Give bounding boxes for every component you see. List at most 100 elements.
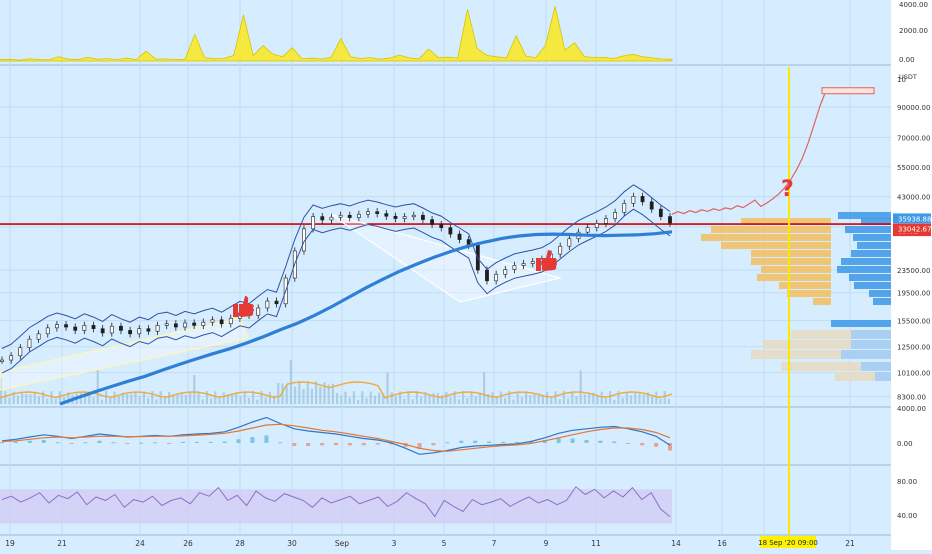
macd-histogram-bar	[375, 443, 380, 445]
volume-bar	[390, 392, 393, 404]
volume-bar	[155, 399, 158, 404]
candle-body	[228, 317, 233, 325]
volume-bar	[487, 394, 490, 404]
volume-bar	[466, 398, 469, 404]
volume-profile-bar	[761, 266, 831, 273]
volume-bar	[172, 395, 175, 404]
x-tick-label: 16	[717, 539, 727, 548]
volume-bar	[298, 381, 301, 404]
price-tick-label: 43000.00	[897, 194, 930, 202]
x-tick-label: 14	[671, 539, 681, 548]
long-moving-average	[59, 230, 673, 406]
macd-histogram-bar	[654, 443, 659, 447]
volume-bar	[625, 391, 628, 404]
macd-histogram-bar	[417, 443, 422, 449]
unit-label: USDT	[899, 73, 917, 81]
x-tick-label: 7	[492, 539, 497, 548]
volume-bar	[105, 391, 108, 404]
rsi-band	[0, 489, 672, 524]
x-tick-label: 26	[183, 539, 193, 548]
volume-bar	[260, 391, 263, 404]
volume-bar	[226, 394, 229, 404]
volume-profile-bar	[711, 226, 831, 233]
volume-profile-bar	[853, 234, 891, 241]
volume-bar	[638, 393, 641, 404]
volume-bar	[134, 392, 137, 404]
candle-body	[594, 223, 599, 229]
volume-profile-bar	[845, 226, 891, 233]
price-tick-label: 23500.00	[897, 267, 930, 275]
volume-bar	[42, 391, 45, 404]
volume-bar	[340, 395, 343, 404]
volume-bar	[210, 398, 213, 404]
volume-bar	[289, 360, 292, 404]
volume-bar	[617, 391, 620, 404]
volume-profile-bar	[813, 298, 831, 305]
volume-bar	[651, 396, 654, 404]
candle-body	[393, 215, 398, 219]
candle-body	[567, 238, 572, 247]
volume-bar	[583, 394, 586, 404]
volume-bar	[424, 392, 427, 404]
volume-bar	[365, 397, 368, 404]
macd-histogram-bar	[264, 435, 269, 443]
volume-bar	[79, 393, 82, 404]
volume-bar	[491, 392, 494, 404]
volume-bar	[630, 395, 633, 404]
x-tick-label: 30	[287, 539, 297, 548]
macd-histogram-bar	[542, 440, 547, 443]
volume-bar	[0, 378, 3, 404]
candle-body	[9, 355, 14, 361]
candle-body	[485, 269, 489, 282]
volume-bar	[189, 391, 192, 404]
candle-body	[347, 214, 352, 218]
x-tick-label: 3	[392, 539, 397, 548]
macd-histogram-bar	[278, 442, 283, 444]
volume-bar	[180, 393, 183, 404]
volume-profile-bar	[835, 372, 875, 381]
volume-bar	[579, 370, 582, 404]
question-mark-icon: ?	[781, 177, 794, 202]
bollinger-lower	[1, 208, 671, 374]
volume-bar	[4, 391, 7, 404]
volume-bar	[399, 391, 402, 404]
top-volume-panel	[0, 6, 673, 62]
price-badge-label: 35938.88	[898, 215, 931, 223]
volume-bar	[394, 396, 397, 404]
macd-histogram-bar	[194, 441, 199, 443]
volume-bar	[294, 386, 297, 404]
macd-histogram-bar	[487, 441, 492, 443]
volume-bar	[436, 393, 439, 404]
candle-body	[649, 201, 654, 210]
macd-histogram-bar	[41, 440, 46, 443]
volume-tick-label: 4000.00	[899, 1, 928, 9]
volume-bar	[357, 399, 360, 404]
candle-body	[18, 347, 23, 357]
rsi-panel	[0, 486, 672, 524]
candle-body	[137, 328, 142, 335]
macd-histogram-bar	[320, 443, 325, 446]
volume-bar	[197, 391, 200, 404]
candle-body	[173, 323, 178, 328]
volume-bar	[567, 398, 570, 404]
price-tick-label: 10	[897, 76, 906, 84]
macd-histogram-bar	[236, 439, 241, 443]
volume-bar	[478, 392, 481, 404]
volume-bar	[21, 392, 24, 404]
candle-body	[613, 212, 617, 219]
volume-bar	[667, 398, 670, 404]
rsi-line	[1, 486, 671, 518]
volume-bar	[411, 399, 414, 404]
rsi-tick-label: 40.00	[897, 512, 917, 520]
volume-bar	[218, 396, 221, 404]
candle-body	[448, 227, 453, 235]
volume-profile-bar	[751, 350, 841, 359]
volume-bar	[457, 399, 460, 404]
price-badge	[893, 223, 931, 234]
candle-body	[64, 324, 68, 328]
volume-bar	[50, 391, 53, 404]
candle-body	[384, 213, 389, 217]
macd-histogram-bar	[208, 441, 213, 443]
price-tick-label: 15500.00	[897, 318, 930, 326]
